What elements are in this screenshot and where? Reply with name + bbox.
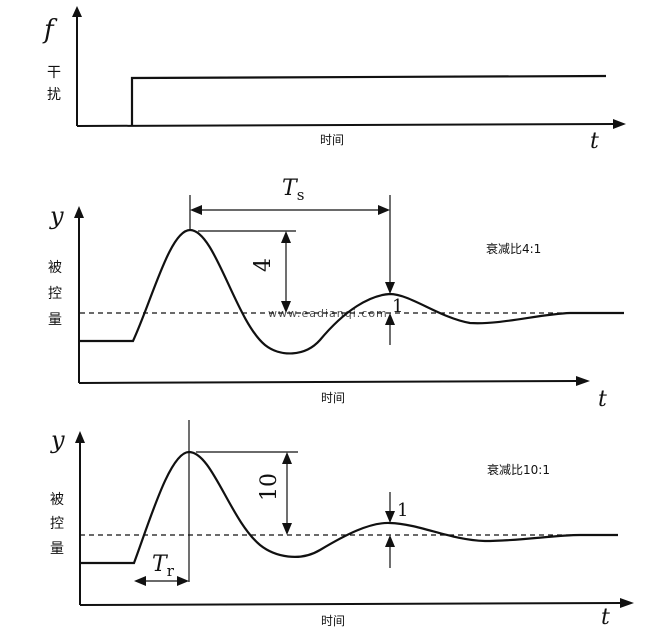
second-peak-arrow-down xyxy=(385,282,395,294)
amplitude-arrow-up xyxy=(282,452,292,464)
amplitude-arrow-down xyxy=(281,301,291,313)
x-axis-arrow xyxy=(613,119,626,129)
second-peak-arrow-up xyxy=(385,313,395,325)
x-label: 时间 xyxy=(320,133,344,147)
ts-label: Ts xyxy=(282,176,304,204)
ratio-label: 衰减比4:1 xyxy=(486,241,541,256)
tr-arrow-right xyxy=(177,576,189,586)
x-label: 时间 xyxy=(321,391,345,405)
y-label-char-2: 控 xyxy=(50,516,64,532)
ts-arrow-right xyxy=(378,205,390,215)
x-axis xyxy=(76,123,616,127)
amplitude-arrow-up xyxy=(281,231,291,243)
tr-arrow-left xyxy=(134,576,146,586)
y-label-char-2: 扰 xyxy=(47,87,61,103)
response-curve-10to1 xyxy=(80,450,618,565)
peak-amplitude-label: 10 xyxy=(257,473,282,501)
second-peak-arrow-up xyxy=(385,535,395,547)
peak-amplitude-label: 4 xyxy=(251,258,276,272)
t-symbol: t xyxy=(598,387,607,412)
disturbance-panel: f 干 扰 时间 t xyxy=(42,6,626,154)
y-axis-arrow xyxy=(72,6,82,17)
second-peak-label: 1 xyxy=(397,500,408,521)
amplitude-arrow-down xyxy=(282,523,292,535)
tr-label: Tr xyxy=(152,552,175,580)
y-axis-arrow xyxy=(75,431,85,443)
y-symbol: y xyxy=(49,202,64,230)
t-symbol: t xyxy=(601,605,610,630)
y-axis-arrow xyxy=(74,206,84,218)
y-symbol: y xyxy=(50,426,65,454)
ts-arrow-left xyxy=(190,205,202,215)
x-label: 时间 xyxy=(321,614,345,628)
t-symbol: t xyxy=(590,129,599,154)
x-axis-arrow xyxy=(620,598,634,608)
y-label-char-1: 被 xyxy=(50,492,64,508)
y-label-char-2: 控 xyxy=(48,286,62,302)
watermark: www.eadianqi.com xyxy=(268,307,388,320)
x-axis xyxy=(78,380,579,384)
step-disturbance xyxy=(130,74,607,126)
response-curve-4to1 xyxy=(80,228,624,355)
f-symbol: f xyxy=(42,15,58,45)
y-label-char-1: 被 xyxy=(48,260,62,276)
x-axis xyxy=(79,602,623,606)
response-4to1-panel: y 被 控 量 Ts 4 1 www.eadianqi.com 衰减比4:1 时… xyxy=(48,176,624,412)
y-label-char-3: 量 xyxy=(50,541,64,557)
second-peak-arrow-down xyxy=(385,511,395,523)
second-peak-label: 1 xyxy=(392,296,403,317)
ratio-label: 衰减比10:1 xyxy=(487,462,550,477)
response-10to1-panel: y 被 控 量 10 1 Tr 衰减比10:1 时间 t xyxy=(50,420,634,630)
x-axis-arrow xyxy=(576,376,590,386)
y-label-char-1: 干 xyxy=(47,65,61,81)
y-label-char-3: 量 xyxy=(48,312,62,328)
